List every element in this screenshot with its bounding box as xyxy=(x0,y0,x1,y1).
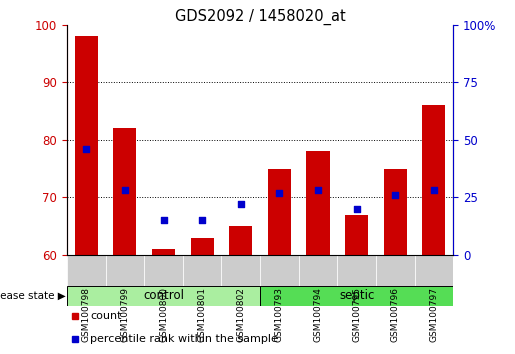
Text: GSM100794: GSM100794 xyxy=(314,287,322,342)
Bar xyxy=(229,226,252,255)
Bar xyxy=(113,128,136,255)
Title: GDS2092 / 1458020_at: GDS2092 / 1458020_at xyxy=(175,8,346,25)
Bar xyxy=(260,255,299,286)
Bar xyxy=(67,255,106,286)
Text: GSM100793: GSM100793 xyxy=(275,287,284,342)
Bar xyxy=(415,255,453,286)
Text: GSM100796: GSM100796 xyxy=(391,287,400,342)
Point xyxy=(121,188,129,193)
Text: percentile rank within the sample: percentile rank within the sample xyxy=(90,333,278,344)
Text: GSM100801: GSM100801 xyxy=(198,287,207,342)
Bar xyxy=(75,36,98,255)
Bar xyxy=(422,105,445,255)
Text: GSM100798: GSM100798 xyxy=(82,287,91,342)
Bar xyxy=(345,215,368,255)
Bar xyxy=(67,286,260,306)
Bar xyxy=(221,255,260,286)
Text: GSM100795: GSM100795 xyxy=(352,287,361,342)
Point xyxy=(198,217,206,223)
Point xyxy=(159,217,167,223)
Point xyxy=(236,201,245,207)
Text: control: control xyxy=(143,289,184,302)
Bar xyxy=(260,286,453,306)
Bar xyxy=(268,169,291,255)
Point xyxy=(314,188,322,193)
Text: GSM100800: GSM100800 xyxy=(159,287,168,342)
Bar xyxy=(191,238,214,255)
Bar xyxy=(144,255,183,286)
Bar xyxy=(306,151,330,255)
Point xyxy=(275,190,283,195)
Bar xyxy=(337,255,376,286)
Bar xyxy=(152,249,175,255)
Text: disease state ▶: disease state ▶ xyxy=(0,291,66,301)
Bar xyxy=(183,255,221,286)
Point xyxy=(391,192,400,198)
Bar xyxy=(376,255,415,286)
Text: GSM100797: GSM100797 xyxy=(430,287,438,342)
Bar xyxy=(299,255,337,286)
Bar xyxy=(384,169,407,255)
Point xyxy=(352,206,360,212)
Bar xyxy=(106,255,144,286)
Text: GSM100799: GSM100799 xyxy=(121,287,129,342)
Text: septic: septic xyxy=(339,289,374,302)
Point xyxy=(430,188,438,193)
Text: GSM100802: GSM100802 xyxy=(236,287,245,342)
Point xyxy=(82,146,91,152)
Text: count: count xyxy=(90,311,122,321)
